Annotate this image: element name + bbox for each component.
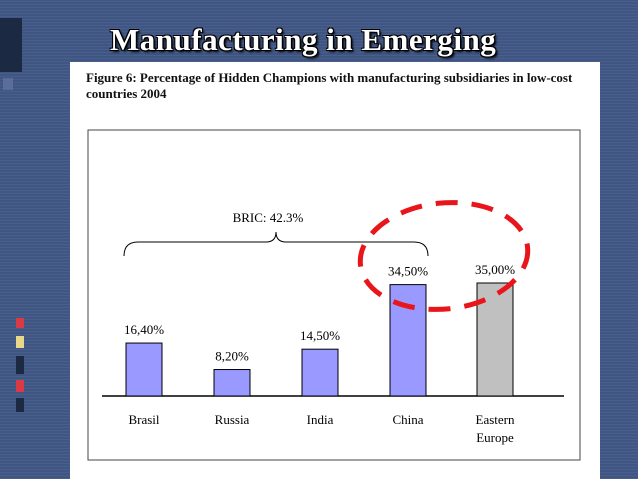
deco-block-1 [0, 18, 22, 72]
data-label: 8,20% [215, 349, 249, 364]
plot-frame [87, 129, 581, 461]
data-label: 14,50% [300, 328, 340, 343]
bar-russia [213, 369, 251, 397]
deco-red-2 [16, 380, 24, 392]
deco-red-1 [16, 318, 24, 328]
category-label: Russia [215, 412, 250, 427]
data-label: 34,50% [388, 264, 428, 279]
highlight-ellipse [357, 200, 531, 312]
figure-caption: Figure 6: Percentage of Hidden Champions… [86, 70, 573, 101]
bric-brace [123, 231, 429, 257]
bar-chart: 16,40% Brasil 8,20% Russia 14,50% India 34,50%… [87, 129, 581, 461]
bar-brasil [125, 342, 163, 397]
data-label: 35,00% [475, 262, 515, 277]
data-label: 16,40% [124, 322, 164, 337]
category-label: China [392, 412, 423, 427]
deco-dark-1 [16, 356, 24, 374]
slide-title: Manufacturing in Emerging [110, 22, 497, 57]
right-strip [600, 0, 638, 479]
bar-india [301, 348, 339, 397]
left-decoration [0, 0, 30, 479]
deco-dark-2 [16, 398, 24, 412]
category-label: Europe [476, 430, 514, 445]
category-label: India [307, 412, 334, 427]
category-label: Brasil [128, 412, 159, 427]
figure-panel: Figure 6: Percentage of Hidden Champions… [70, 62, 600, 479]
category-label: Eastern [476, 412, 515, 427]
deco-yellow-1 [16, 336, 24, 348]
bric-annotation: BRIC: 42.3% [233, 210, 304, 225]
deco-block-2 [3, 78, 13, 90]
